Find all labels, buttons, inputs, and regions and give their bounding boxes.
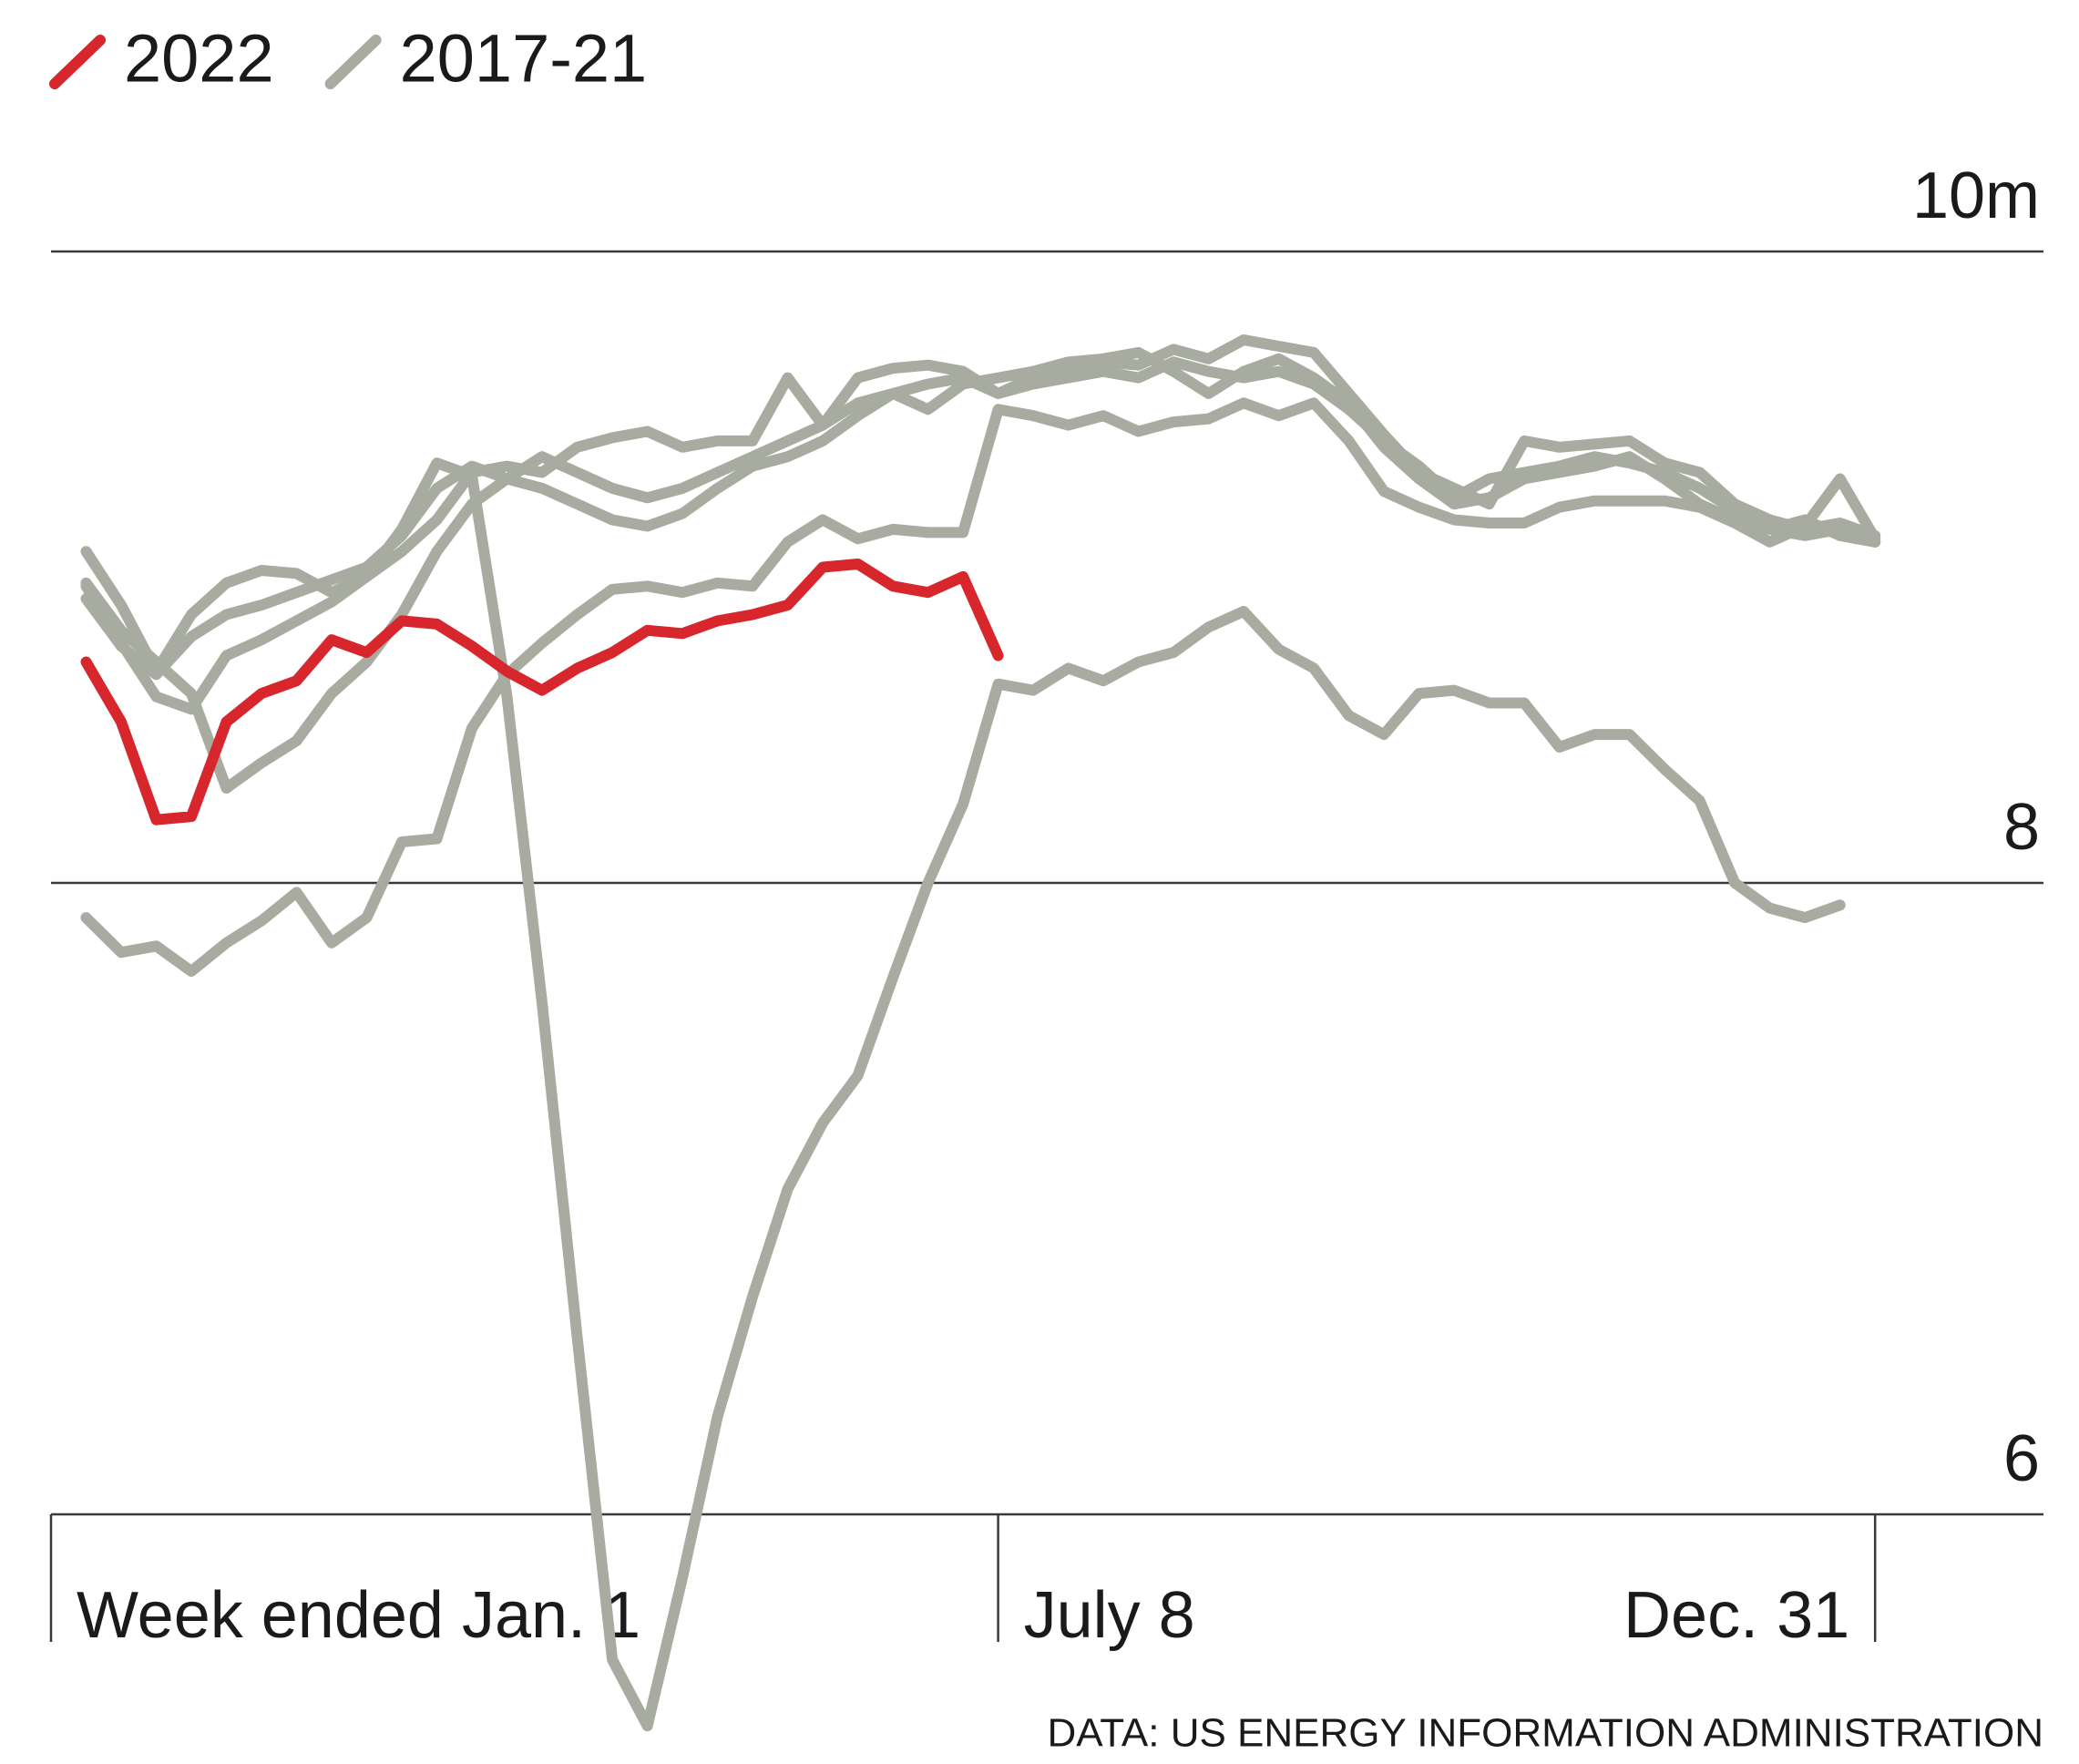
legend-swatch [49,35,106,89]
line [80,559,1004,826]
legend-label: 2017-21 [400,21,648,97]
legend-label: 2022 [124,21,274,97]
line [80,457,1846,1732]
line [80,397,1881,977]
y-tick-label: 8 [2003,791,2040,864]
x-tick-label: Dec. 31 [1623,1579,1849,1652]
x-tick-label: Week ended Jan. 1 [77,1579,640,1652]
legend-swatch [324,35,382,89]
y-tick-label: 6 [2003,1422,2040,1495]
y-tick-label: 10m [1912,159,2040,232]
x-tick-label: July 8 [1024,1579,1195,1652]
source-note: DATA: US ENERGY INFORMATION ADMINISTRATI… [1047,1711,2043,1756]
